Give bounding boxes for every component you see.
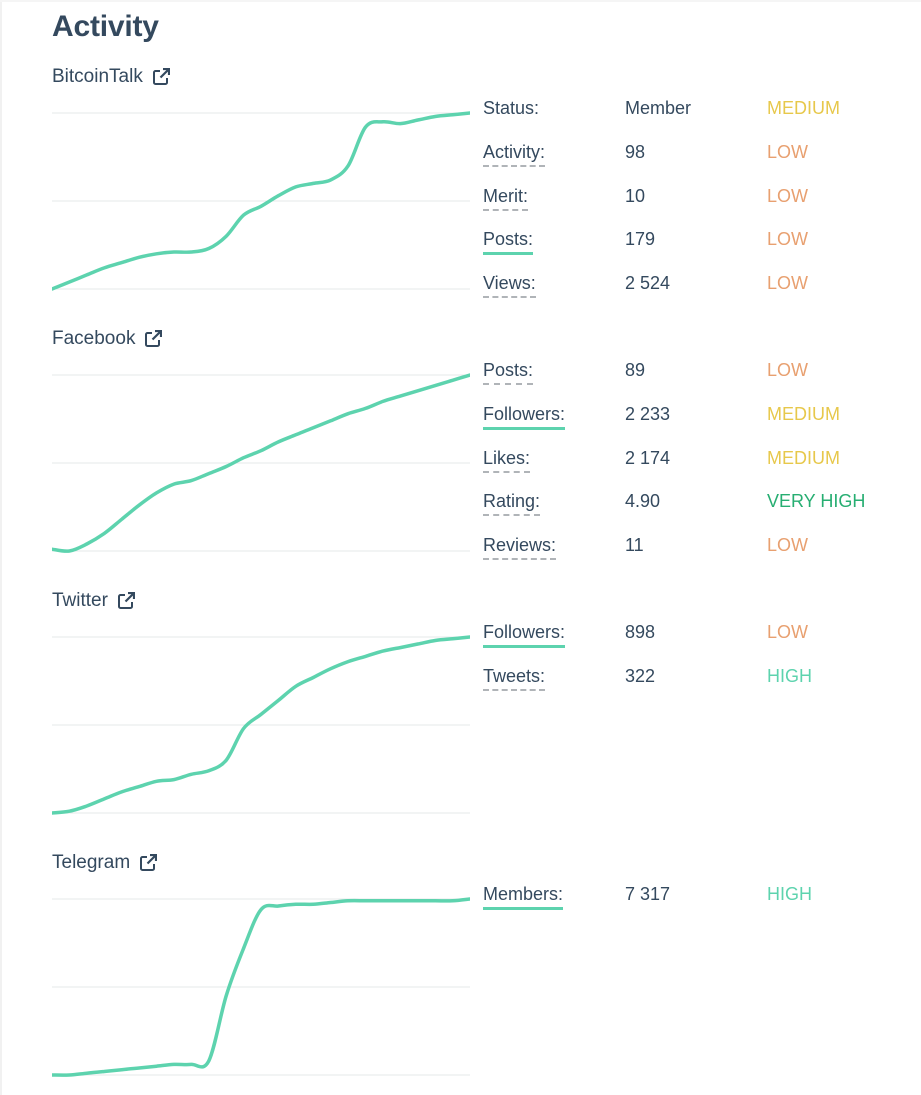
chart-series-line bbox=[52, 635, 470, 815]
metric-value: 98 bbox=[625, 141, 646, 162]
metric-label[interactable]: Reviews: bbox=[483, 535, 557, 561]
metric-row: Followers: 2 233 MEDIUM bbox=[483, 404, 903, 434]
metric-label[interactable]: Posts: bbox=[483, 229, 534, 256]
metric-value: 898 bbox=[625, 622, 656, 642]
metric-row: Status: Member MEDIUM bbox=[483, 98, 903, 128]
metric-value: 2 233 bbox=[625, 403, 671, 424]
section-telegram: Telegram Members: 7 317 HIGH bbox=[52, 852, 892, 1092]
platform-name: Telegram bbox=[52, 852, 131, 873]
metric-level-badge: LOW bbox=[767, 141, 809, 162]
external-link-icon[interactable] bbox=[139, 854, 158, 872]
platform-name: Twitter bbox=[52, 590, 108, 611]
metric-label[interactable]: Members: bbox=[483, 884, 564, 910]
section-bitcointalk: BitcoinTalk Status: Member MEDIUM Activity: 9… bbox=[52, 66, 892, 306]
metric-value: 4.90 bbox=[625, 491, 661, 512]
metric-value: Member bbox=[625, 98, 692, 118]
metric-value: 2 174 bbox=[625, 447, 671, 468]
metric-label[interactable]: Merit: bbox=[483, 186, 528, 211]
section-twitter: Twitter Followers: 898 LOW Tweets: 322 HIGH bbox=[52, 590, 892, 830]
external-link-icon[interactable] bbox=[144, 330, 163, 348]
metric-label[interactable]: Followers: bbox=[483, 622, 566, 648]
metric-level-badge: LOW bbox=[767, 229, 809, 250]
metric-level-badge: HIGH bbox=[767, 884, 812, 904]
page-left-border bbox=[0, 0, 2, 1095]
metric-label[interactable]: Views: bbox=[483, 273, 536, 299]
metric-row: Likes: 2 174 MEDIUM bbox=[483, 448, 903, 478]
metric-row: Merit: 10 LOW bbox=[483, 186, 903, 216]
external-link-icon[interactable] bbox=[152, 68, 170, 86]
metric-row: Views: 2 524 LOW bbox=[483, 273, 903, 303]
metric-row: Activity: 98 LOW bbox=[483, 142, 903, 172]
metric-label[interactable]: Rating: bbox=[483, 491, 541, 517]
platform-header-bitcointalk: BitcoinTalk bbox=[52, 66, 170, 88]
activity-chart-twitter bbox=[52, 635, 470, 815]
metric-level-badge: HIGH bbox=[767, 665, 812, 686]
chart-series-line bbox=[52, 111, 470, 291]
metric-label[interactable]: Activity: bbox=[483, 142, 546, 167]
metric-row: Tweets: 322 HIGH bbox=[483, 666, 903, 696]
section-facebook: Facebook Posts: 89 LOW Followers: 2 233 MEDIUM… bbox=[52, 328, 892, 568]
metric-value: 11 bbox=[625, 535, 644, 556]
metric-value: 10 bbox=[625, 185, 646, 206]
metric-label[interactable]: Followers: bbox=[483, 404, 566, 430]
activity-chart-telegram bbox=[52, 897, 470, 1077]
page-title: Activity bbox=[52, 10, 159, 43]
metric-value: 89 bbox=[625, 360, 646, 380]
metric-level-badge: LOW bbox=[767, 185, 809, 206]
metric-row: Members: 7 317 HIGH bbox=[483, 884, 903, 914]
metric-level-badge: LOW bbox=[767, 535, 809, 556]
metric-row: Rating: 4.90 VERY HIGH bbox=[483, 491, 903, 521]
metric-level-badge: LOW bbox=[767, 273, 809, 294]
metric-level-badge: LOW bbox=[767, 360, 809, 380]
metric-value: 179 bbox=[625, 229, 656, 250]
platform-header-telegram: Telegram bbox=[52, 852, 158, 874]
activity-chart-bitcointalk bbox=[52, 111, 470, 291]
platform-header-facebook: Facebook bbox=[52, 328, 163, 350]
metric-label: Status: bbox=[483, 98, 540, 118]
external-link-icon[interactable] bbox=[117, 592, 135, 610]
metric-label[interactable]: Likes: bbox=[483, 448, 531, 473]
metric-value: 2 524 bbox=[625, 273, 671, 294]
metric-level-badge: MEDIUM bbox=[767, 98, 840, 118]
metric-row: Reviews: 11 LOW bbox=[483, 535, 903, 565]
metric-value: 322 bbox=[625, 665, 656, 686]
chart-series-line bbox=[52, 897, 470, 1077]
metric-row: Posts: 89 LOW bbox=[483, 360, 903, 390]
activity-chart-facebook bbox=[52, 373, 470, 553]
metric-level-badge: MEDIUM bbox=[767, 403, 840, 424]
platform-header-twitter: Twitter bbox=[52, 590, 135, 612]
metric-row: Followers: 898 LOW bbox=[483, 622, 903, 652]
chart-series-line bbox=[52, 373, 470, 553]
platform-name: BitcoinTalk bbox=[52, 66, 143, 87]
metric-label[interactable]: Tweets: bbox=[483, 666, 546, 691]
page-top-border bbox=[0, 0, 921, 2]
metric-level-badge: LOW bbox=[767, 622, 809, 642]
metric-level-badge: VERY HIGH bbox=[767, 491, 866, 512]
platform-name: Facebook bbox=[52, 328, 136, 349]
metric-row: Posts: 179 LOW bbox=[483, 229, 903, 259]
metric-value: 7 317 bbox=[625, 884, 671, 904]
metric-level-badge: MEDIUM bbox=[767, 447, 840, 468]
metric-label[interactable]: Posts: bbox=[483, 360, 534, 385]
